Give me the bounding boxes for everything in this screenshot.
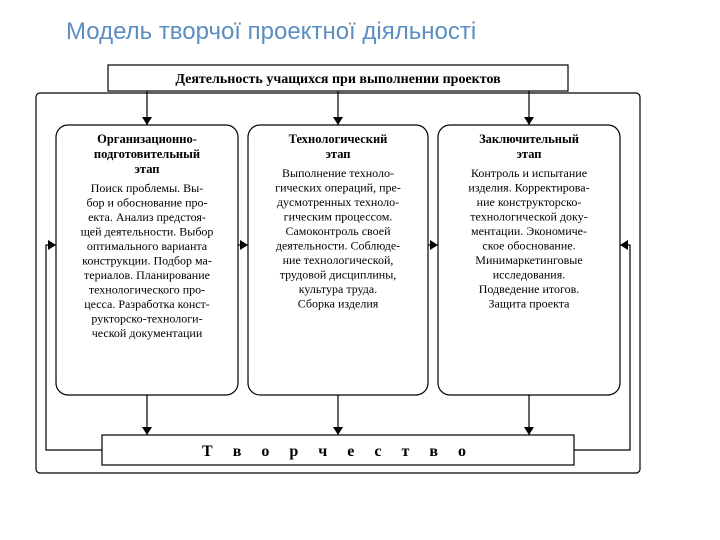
svg-text:ское обоснование.: ское обоснование. bbox=[482, 238, 575, 252]
svg-text:екта. Анализ предстоя-: екта. Анализ предстоя- bbox=[88, 210, 206, 224]
svg-text:технологического про-: технологического про- bbox=[89, 282, 205, 296]
svg-text:гических операций, пре-: гических операций, пре- bbox=[275, 180, 401, 194]
svg-text:деятельности. Соблюде-: деятельности. Соблюде- bbox=[276, 238, 400, 252]
svg-text:ние технологической,: ние технологической, bbox=[283, 253, 394, 267]
svg-text:щей деятельности. Выбор: щей деятельности. Выбор bbox=[81, 224, 214, 238]
svg-text:Деятельность учащихся при выпо: Деятельность учащихся при выполнении про… bbox=[175, 72, 501, 87]
svg-text:этап: этап bbox=[517, 147, 542, 161]
svg-text:ческой документации: ческой документации bbox=[92, 326, 203, 340]
svg-text:гическим процессом.: гическим процессом. bbox=[284, 209, 393, 223]
svg-text:цесса. Разработка конст-: цесса. Разработка конст- bbox=[84, 297, 210, 311]
svg-text:Т в о р ч е с т в о: Т в о р ч е с т в о bbox=[202, 443, 474, 460]
svg-text:культура труда.: культура труда. bbox=[299, 282, 377, 296]
svg-text:исследования.: исследования. bbox=[493, 267, 566, 281]
svg-text:трудовой дисциплины,: трудовой дисциплины, bbox=[280, 267, 397, 281]
svg-text:дусмотренных техноло-: дусмотренных техноло- bbox=[277, 195, 399, 209]
svg-text:Технологический: Технологический bbox=[289, 132, 388, 146]
svg-text:Минимаркетинговые: Минимаркетинговые bbox=[475, 253, 582, 267]
svg-text:этап: этап bbox=[135, 162, 160, 176]
svg-text:Выполнение техноло-: Выполнение техноло- bbox=[282, 166, 394, 180]
svg-text:Сборка изделия: Сборка изделия bbox=[298, 296, 379, 310]
svg-text:подготовительный: подготовительный bbox=[94, 147, 200, 161]
svg-text:конструкции. Подбор ма-: конструкции. Подбор ма- bbox=[82, 253, 212, 267]
svg-text:Защита проекта: Защита проекта bbox=[489, 296, 571, 310]
svg-text:Самоконтроль своей: Самоконтроль своей bbox=[285, 224, 391, 238]
svg-text:этап: этап bbox=[326, 147, 351, 161]
svg-text:технологической доку-: технологической доку- bbox=[470, 209, 587, 223]
svg-text:оптимального варианта: оптимального варианта bbox=[87, 239, 208, 253]
svg-text:Заключительный: Заключительный bbox=[479, 132, 579, 146]
svg-text:Организационно-: Организационно- bbox=[97, 132, 197, 146]
slide-title: Модель творчої проектної діяльності bbox=[66, 18, 690, 47]
svg-text:ние конструкторско-: ние конструкторско- bbox=[477, 195, 582, 209]
svg-text:Контроль и испытание: Контроль и испытание bbox=[471, 166, 587, 180]
svg-text:изделия. Корректирова-: изделия. Корректирова- bbox=[468, 180, 589, 194]
svg-text:ментации. Экономиче-: ментации. Экономиче- bbox=[471, 224, 587, 238]
svg-text:Поиск проблемы. Вы-: Поиск проблемы. Вы- bbox=[91, 181, 204, 195]
svg-text:рукторско-технологи-: рукторско-технологи- bbox=[91, 311, 202, 325]
flowchart-diagram: Деятельность учащихся при выполнении про… bbox=[30, 55, 646, 495]
svg-text:Подведение итогов.: Подведение итогов. bbox=[479, 282, 580, 296]
svg-text:бор и обоснование про-: бор и обоснование про- bbox=[86, 195, 207, 209]
svg-text:териалов. Планирование: териалов. Планирование bbox=[84, 268, 210, 282]
